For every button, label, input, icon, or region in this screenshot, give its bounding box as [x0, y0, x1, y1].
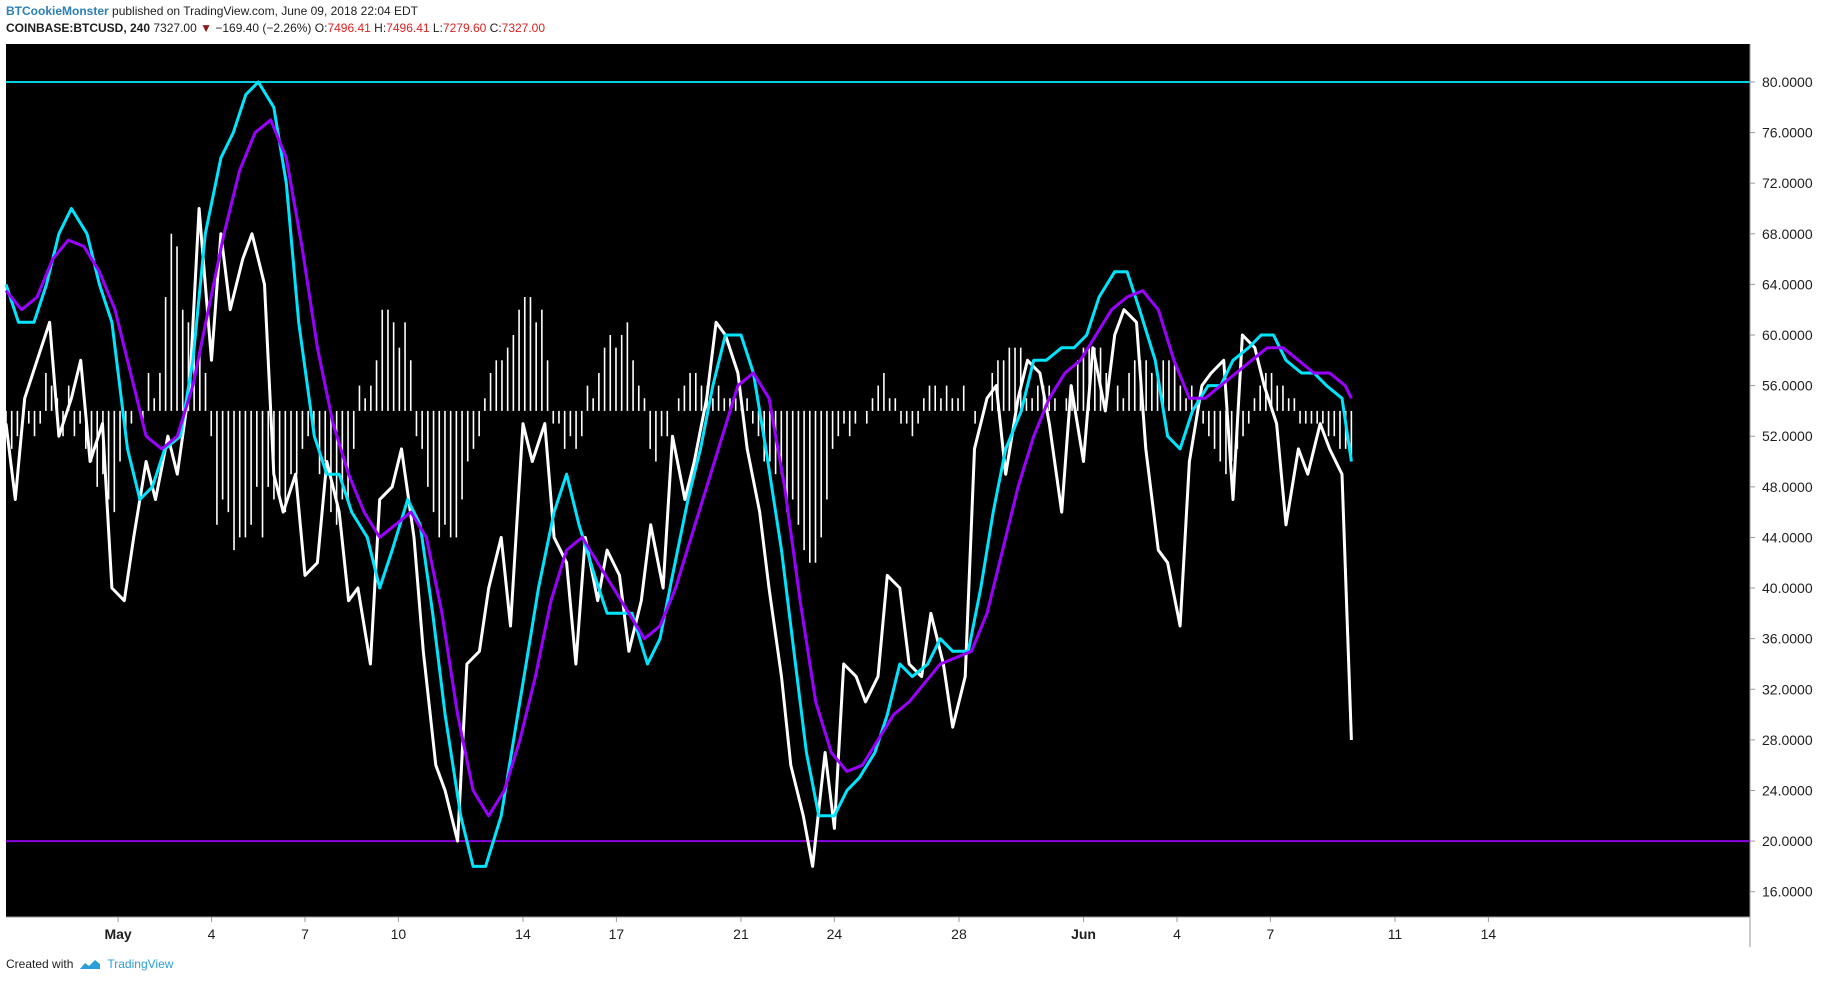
- y-tick-label: 16.0000: [1762, 884, 1813, 900]
- ohlc-low: 7279.60: [442, 21, 487, 35]
- y-tick-label: 28.0000: [1762, 732, 1813, 748]
- y-tick-label: 52.0000: [1762, 428, 1813, 444]
- series-line-2: [4, 118, 1353, 818]
- x-tick-label: 10: [391, 926, 407, 942]
- ohlc-high: 7496.41: [386, 21, 430, 35]
- price-change: −169.40 (−2.26%): [215, 21, 312, 35]
- y-tick-label: 56.0000: [1762, 378, 1813, 394]
- x-tick-label: 4: [1173, 926, 1181, 942]
- author-name[interactable]: BTCookieMonster: [6, 4, 109, 18]
- y-tick-label: 24.0000: [1762, 782, 1813, 798]
- ohlc-close-label: C:: [489, 21, 502, 35]
- ohlc-open-label: O:: [314, 21, 328, 35]
- down-arrow-icon: ▼: [200, 21, 212, 35]
- x-tick-label: 11: [1388, 926, 1403, 942]
- price-axis-area: [1750, 44, 1828, 917]
- y-tick-label: 80.0000: [1762, 74, 1813, 90]
- y-tick-label: 32.0000: [1762, 681, 1813, 697]
- x-tick-label: Jun: [1071, 926, 1096, 942]
- y-tick-label: 20.0000: [1762, 833, 1813, 849]
- x-tick-label: 17: [609, 926, 625, 942]
- y-tick-label: 64.0000: [1762, 276, 1813, 292]
- x-tick-label: 4: [208, 926, 216, 942]
- y-tick-label: 48.0000: [1762, 479, 1813, 495]
- footer: Created with TradingView: [6, 957, 173, 971]
- y-tick-label: 44.0000: [1762, 529, 1813, 545]
- x-tick-label: 14: [1481, 926, 1497, 942]
- ohlc-open: 7496.41: [327, 21, 371, 35]
- quote-line: COINBASE:BTCUSD, 240 7327.00 ▼ −169.40 (…: [6, 20, 1506, 37]
- published-text: published on TradingView.com, June 09, 2…: [112, 4, 419, 18]
- chart-header: BTCookieMonster published on TradingView…: [6, 3, 1506, 39]
- publish-line: BTCookieMonster published on TradingView…: [6, 3, 1506, 20]
- x-tick-label: 7: [1267, 926, 1275, 942]
- x-tick-label: May: [104, 926, 131, 942]
- y-tick-label: 72.0000: [1762, 175, 1813, 191]
- series-line-0: [4, 207, 1353, 868]
- series-line-1: [4, 80, 1353, 868]
- y-tick-label: 68.0000: [1762, 226, 1813, 242]
- last-price: 7327.00: [153, 21, 197, 35]
- ohlc-high-label: H:: [374, 21, 387, 35]
- time-axis-area: [6, 917, 1750, 947]
- x-tick-label: 28: [951, 926, 967, 942]
- tradingview-logo-icon: [80, 960, 101, 969]
- y-tick-label: 40.0000: [1762, 580, 1813, 596]
- y-tick-label: 60.0000: [1762, 327, 1813, 343]
- created-with-label: Created with: [6, 957, 74, 971]
- x-tick-label: 24: [827, 926, 843, 942]
- x-tick-label: 7: [301, 926, 309, 942]
- ohlc-low-label: L:: [432, 21, 443, 35]
- x-tick-label: 14: [515, 926, 531, 942]
- y-tick-label: 36.0000: [1762, 631, 1813, 647]
- y-tick-label: 76.0000: [1762, 125, 1813, 141]
- symbol-label: COINBASE:BTCUSD, 240: [6, 21, 151, 35]
- ohlc-close: 7327.00: [501, 21, 546, 35]
- tradingview-brand[interactable]: TradingView: [107, 957, 174, 971]
- x-tick-label: 21: [733, 926, 749, 942]
